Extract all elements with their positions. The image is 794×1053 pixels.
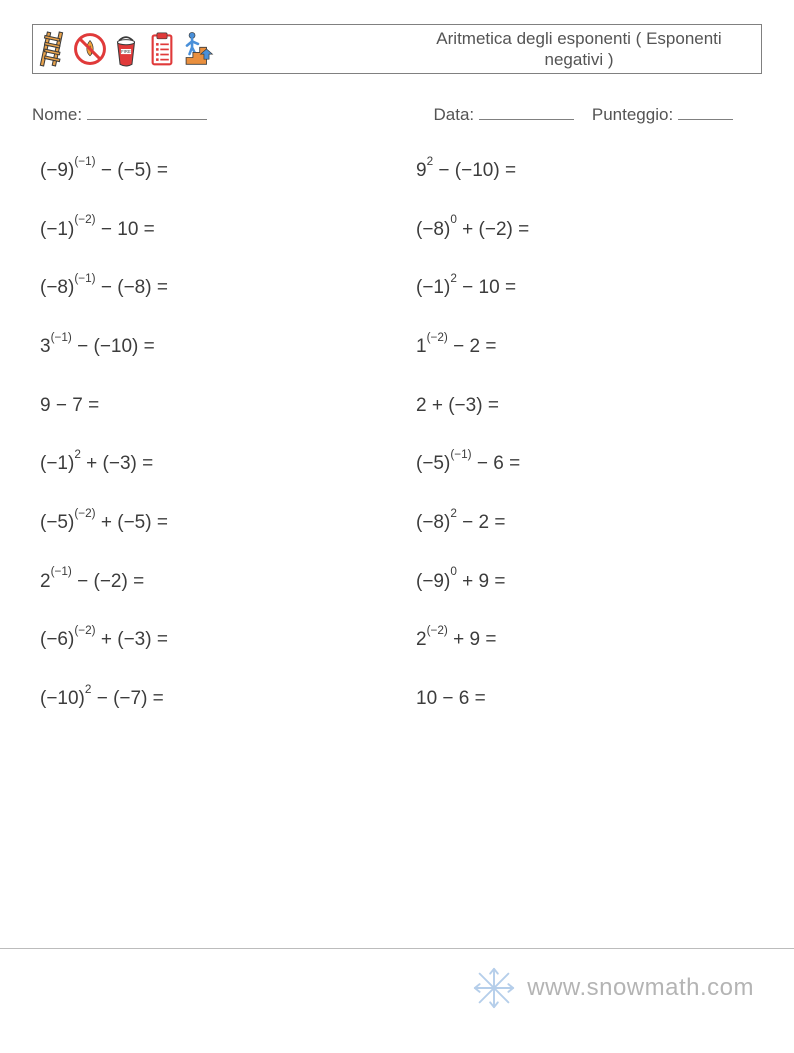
problem-item: 92 − (−10) = bbox=[416, 159, 762, 184]
watermark-url: www.snowmath.com bbox=[527, 974, 754, 1002]
problem-item: (−9)(−1) − (−5) = bbox=[40, 159, 386, 184]
header-box: FIRE Aritmetica degli espo bbox=[32, 24, 762, 74]
problem-item: 10 − 6 = bbox=[416, 687, 762, 712]
name-field: Nome: bbox=[32, 102, 434, 125]
problem-item: 3(−1) − (−10) = bbox=[40, 335, 386, 360]
problem-item: 2(−1) − (−2) = bbox=[40, 570, 386, 595]
problem-item: (−8)2 − 2 = bbox=[416, 511, 762, 536]
footer-divider bbox=[0, 948, 794, 949]
problem-item: (−9)0 + 9 = bbox=[416, 570, 762, 595]
problem-item: (−5)(−2) + (−5) = bbox=[40, 511, 386, 536]
clipboard-icon bbox=[145, 28, 179, 70]
evacuation-stairs-icon bbox=[181, 28, 215, 70]
date-blank[interactable] bbox=[479, 102, 574, 120]
date-label: Data: bbox=[434, 105, 475, 124]
name-blank[interactable] bbox=[87, 102, 207, 120]
no-flame-icon bbox=[73, 28, 107, 70]
header-icons: FIRE bbox=[33, 25, 397, 73]
ladder-icon bbox=[37, 28, 71, 70]
problem-item: (−5)(−1) − 6 = bbox=[416, 452, 762, 477]
worksheet-title: Aritmetica degli esponenti ( Esponenti n… bbox=[397, 26, 761, 73]
worksheet-page: FIRE Aritmetica degli espo bbox=[0, 0, 794, 712]
problems-grid: (−9)(−1) − (−5) = 92 − (−10) = (−1)(−2) − … bbox=[32, 159, 762, 712]
score-field: Punteggio: bbox=[592, 102, 733, 125]
problem-item: (−10)2 − (−7) = bbox=[40, 687, 386, 712]
date-field: Data: bbox=[434, 102, 574, 125]
watermark: www.snowmath.com bbox=[471, 965, 754, 1011]
problem-item: (−8)(−1) − (−8) = bbox=[40, 276, 386, 301]
fire-bucket-icon: FIRE bbox=[109, 28, 143, 70]
problem-item: (−1)2 + (−3) = bbox=[40, 452, 386, 477]
problem-item: (−1)2 − 10 = bbox=[416, 276, 762, 301]
problem-item: (−1)(−2) − 10 = bbox=[40, 218, 386, 243]
problem-item: 9 − 7 = bbox=[40, 394, 386, 419]
problem-item: (−8)0 + (−2) = bbox=[416, 218, 762, 243]
score-blank[interactable] bbox=[678, 102, 733, 120]
score-label: Punteggio: bbox=[592, 105, 673, 124]
problem-item: (−6)(−2) + (−3) = bbox=[40, 628, 386, 653]
snowflake-icon bbox=[471, 965, 517, 1011]
name-label: Nome: bbox=[32, 105, 82, 124]
problem-item: 2 + (−3) = bbox=[416, 394, 762, 419]
svg-text:FIRE: FIRE bbox=[121, 49, 131, 54]
meta-row: Nome: Data: Punteggio: bbox=[32, 102, 762, 125]
problem-item: 2(−2) + 9 = bbox=[416, 628, 762, 653]
problem-item: 1(−2) − 2 = bbox=[416, 335, 762, 360]
